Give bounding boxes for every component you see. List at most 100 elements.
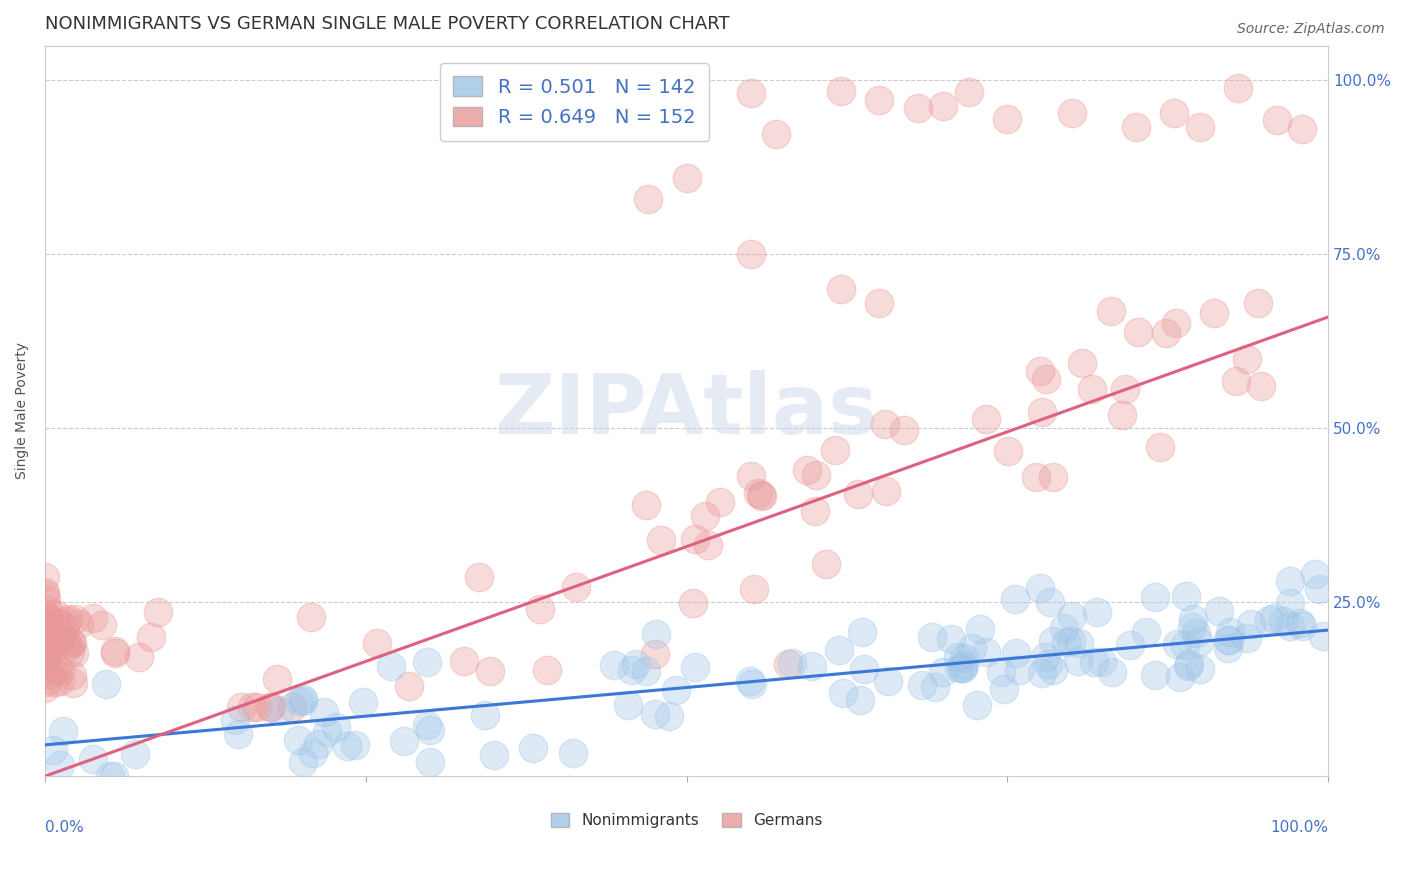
Point bbox=[993, 681, 1015, 696]
Point bbox=[67, 617, 90, 632]
Point bbox=[1250, 379, 1272, 393]
Point bbox=[240, 699, 263, 714]
Point bbox=[751, 489, 773, 503]
Point bbox=[1225, 375, 1247, 389]
Point bbox=[848, 693, 870, 707]
Point bbox=[1143, 590, 1166, 604]
Point bbox=[1278, 596, 1301, 610]
Point bbox=[911, 678, 934, 692]
Point bbox=[665, 683, 688, 698]
Point bbox=[1060, 634, 1083, 648]
Point bbox=[315, 725, 337, 739]
Point bbox=[616, 698, 638, 713]
Point bbox=[49, 632, 72, 647]
Point bbox=[314, 705, 336, 719]
Point bbox=[1119, 638, 1142, 652]
Point bbox=[1114, 382, 1136, 396]
Point bbox=[34, 615, 56, 629]
Point bbox=[602, 657, 624, 672]
Point bbox=[893, 423, 915, 437]
Point bbox=[974, 645, 997, 659]
Point bbox=[1066, 654, 1088, 668]
Text: Source: ZipAtlas.com: Source: ZipAtlas.com bbox=[1237, 22, 1385, 37]
Point bbox=[34, 569, 56, 583]
Point bbox=[419, 756, 441, 770]
Point bbox=[46, 634, 69, 648]
Point bbox=[561, 747, 583, 761]
Point bbox=[148, 605, 170, 619]
Point bbox=[1090, 656, 1112, 670]
Point bbox=[565, 580, 588, 594]
Point bbox=[803, 504, 825, 518]
Point bbox=[1035, 372, 1057, 386]
Point bbox=[624, 657, 647, 671]
Point bbox=[269, 704, 291, 718]
Point bbox=[1125, 120, 1147, 135]
Point bbox=[336, 739, 359, 754]
Point bbox=[366, 636, 388, 650]
Point bbox=[1149, 440, 1171, 454]
Point bbox=[1005, 646, 1028, 660]
Point bbox=[747, 485, 769, 500]
Point bbox=[1208, 604, 1230, 618]
Point bbox=[226, 727, 249, 741]
Point bbox=[830, 84, 852, 98]
Point bbox=[62, 647, 84, 661]
Point bbox=[1143, 667, 1166, 681]
Point bbox=[876, 674, 898, 689]
Point bbox=[875, 417, 897, 431]
Point bbox=[266, 672, 288, 686]
Point bbox=[1308, 582, 1330, 597]
Point bbox=[1219, 625, 1241, 640]
Point bbox=[34, 641, 56, 656]
Point bbox=[997, 443, 1019, 458]
Point bbox=[419, 723, 441, 737]
Point bbox=[683, 660, 706, 674]
Point bbox=[1227, 81, 1250, 95]
Point bbox=[1188, 120, 1211, 135]
Point bbox=[38, 617, 60, 632]
Point bbox=[957, 85, 980, 99]
Point bbox=[60, 667, 83, 681]
Point bbox=[800, 659, 823, 673]
Point bbox=[48, 674, 70, 689]
Point bbox=[1164, 316, 1187, 330]
Text: 0.0%: 0.0% bbox=[45, 820, 84, 835]
Point bbox=[932, 665, 955, 680]
Point bbox=[34, 607, 56, 622]
Point bbox=[751, 488, 773, 502]
Point bbox=[780, 656, 803, 670]
Point bbox=[1188, 662, 1211, 676]
Point bbox=[950, 661, 973, 675]
Point bbox=[529, 602, 551, 616]
Point bbox=[650, 533, 672, 548]
Point bbox=[478, 665, 501, 679]
Point bbox=[634, 498, 657, 512]
Point bbox=[62, 675, 84, 690]
Point bbox=[34, 588, 56, 602]
Point bbox=[474, 708, 496, 723]
Point bbox=[1181, 620, 1204, 634]
Point bbox=[35, 616, 58, 631]
Point bbox=[828, 643, 851, 657]
Point bbox=[683, 532, 706, 546]
Point bbox=[1083, 656, 1105, 670]
Point bbox=[1004, 592, 1026, 607]
Point bbox=[675, 170, 697, 185]
Point bbox=[42, 743, 65, 757]
Point bbox=[776, 657, 799, 672]
Point bbox=[35, 640, 58, 654]
Point bbox=[1263, 611, 1285, 625]
Point bbox=[103, 769, 125, 783]
Point bbox=[1163, 105, 1185, 120]
Point bbox=[644, 707, 666, 722]
Point bbox=[281, 699, 304, 714]
Point bbox=[815, 557, 838, 571]
Point bbox=[35, 675, 58, 690]
Legend: Nonimmigrants, Germans: Nonimmigrants, Germans bbox=[546, 807, 828, 834]
Point bbox=[41, 628, 63, 642]
Point bbox=[636, 664, 658, 678]
Point bbox=[246, 699, 269, 714]
Point bbox=[34, 584, 56, 599]
Point bbox=[1170, 670, 1192, 684]
